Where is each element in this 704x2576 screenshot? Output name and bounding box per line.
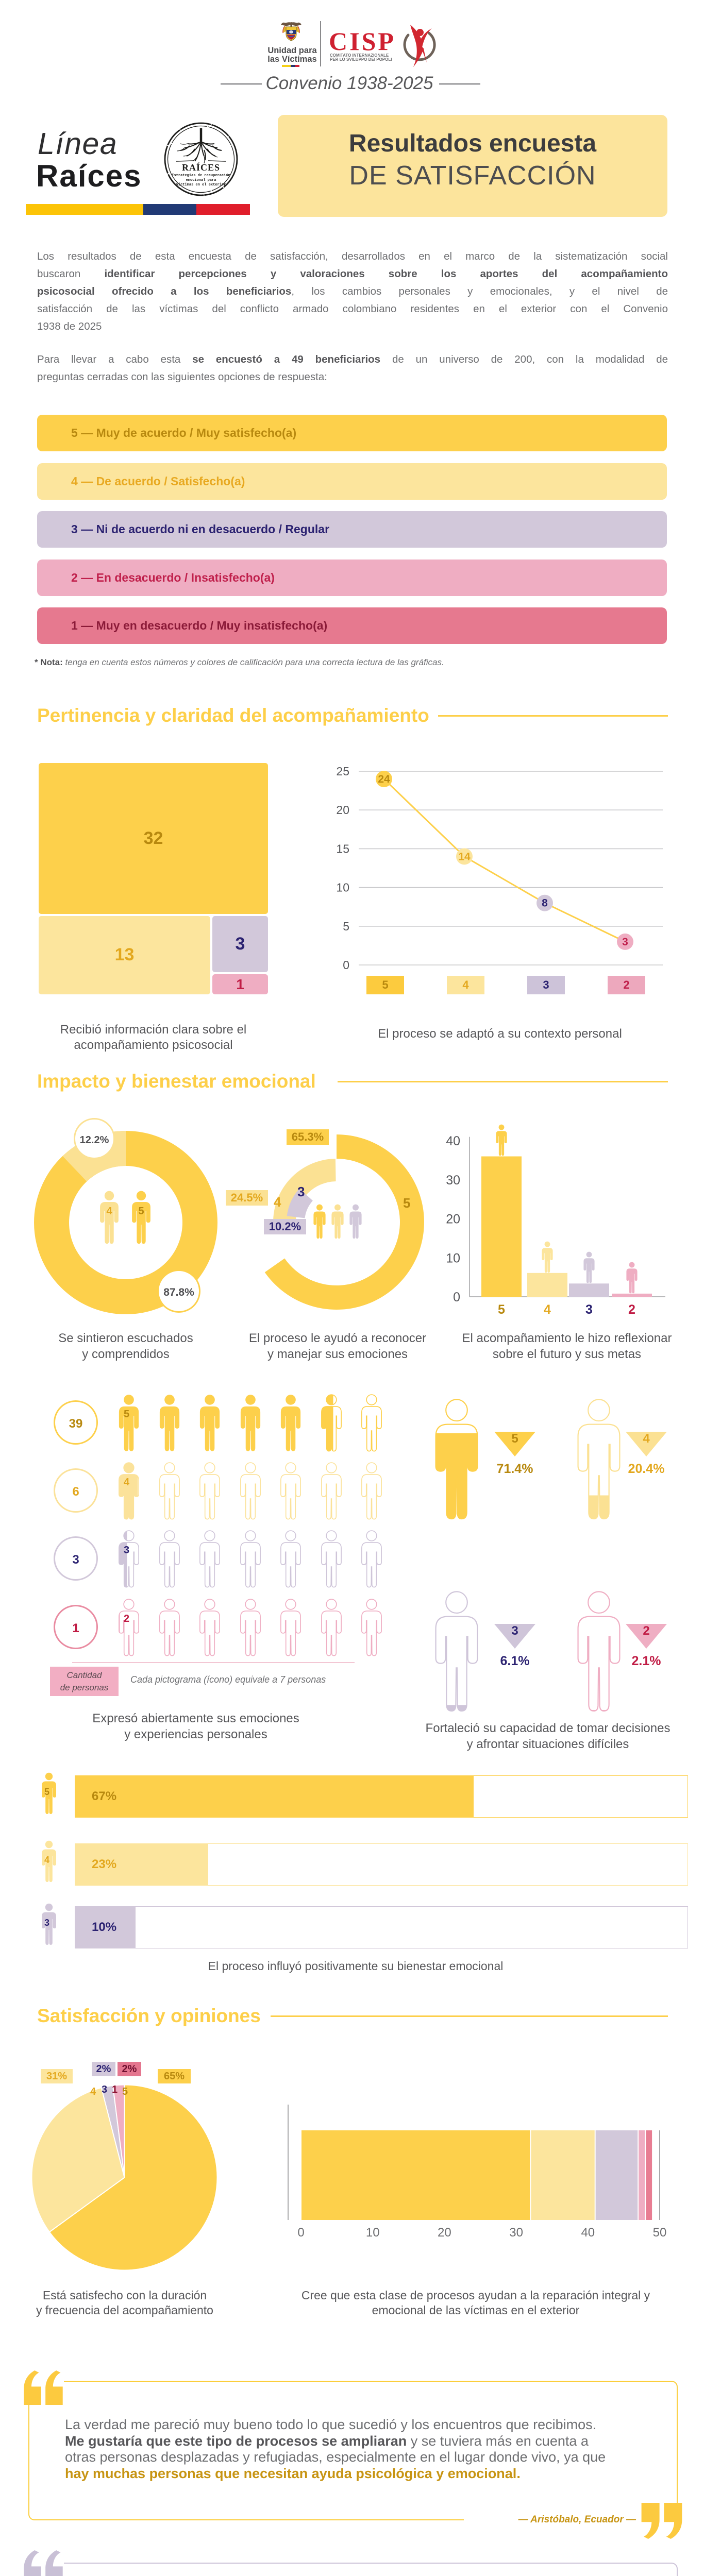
svg-text:Estrategias de recuperación: Estrategias de recuperación — [172, 174, 230, 178]
svg-text:30: 30 — [509, 2226, 523, 2240]
svg-text:20: 20 — [446, 1212, 460, 1227]
svg-text:20: 20 — [336, 803, 349, 817]
svg-text:24: 24 — [378, 773, 390, 785]
svg-text:0: 0 — [297, 2226, 304, 2240]
svg-text:10: 10 — [336, 881, 349, 894]
svg-text:40: 40 — [581, 2226, 595, 2240]
svg-text:15: 15 — [336, 842, 349, 855]
svg-text:40: 40 — [446, 1134, 460, 1148]
svg-text:RAÍCES: RAÍCES — [182, 162, 220, 173]
svg-text:10: 10 — [366, 2226, 380, 2240]
svg-text:víctimas en el exterior: víctimas en el exterior — [176, 183, 226, 187]
svg-text:50: 50 — [653, 2226, 667, 2240]
svg-text:8: 8 — [542, 897, 548, 909]
svg-text:0: 0 — [343, 958, 349, 972]
svg-text:5: 5 — [343, 920, 349, 933]
svg-text:25: 25 — [336, 765, 349, 778]
svg-text:14: 14 — [458, 851, 471, 862]
svg-text:10: 10 — [446, 1251, 460, 1265]
svg-text:30: 30 — [446, 1173, 460, 1188]
svg-text:emocional para: emocional para — [186, 178, 217, 182]
svg-text:20: 20 — [438, 2226, 451, 2240]
svg-text:3: 3 — [622, 936, 628, 948]
svg-text:0: 0 — [453, 1290, 460, 1304]
